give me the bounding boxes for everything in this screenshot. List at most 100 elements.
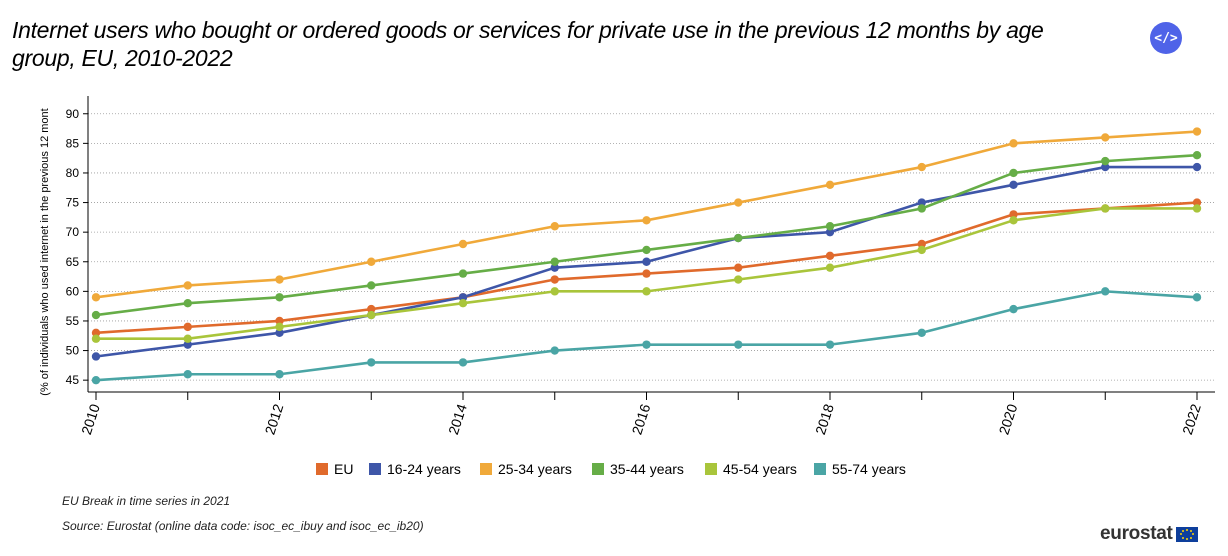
data-point[interactable] [917, 204, 926, 213]
data-point[interactable] [367, 358, 376, 367]
legend-swatch[interactable] [316, 463, 328, 475]
data-point[interactable] [1009, 168, 1018, 178]
legend-swatch[interactable] [814, 463, 826, 475]
data-point[interactable] [550, 257, 559, 266]
data-point[interactable] [642, 216, 651, 225]
data-point[interactable] [183, 334, 192, 343]
data-point[interactable] [550, 275, 559, 284]
data-point[interactable] [275, 328, 284, 337]
data-point[interactable] [825, 222, 835, 231]
chart-title: Internet users who bought or ordered goo… [12, 17, 1044, 71]
data-point[interactable] [91, 334, 101, 343]
data-point[interactable] [458, 269, 468, 278]
data-point[interactable] [367, 281, 376, 290]
x-tick-label: 2016 [629, 402, 654, 437]
x-tick-label: 2022 [1179, 402, 1204, 437]
data-point[interactable] [825, 340, 835, 349]
data-point[interactable] [917, 239, 926, 249]
data-point[interactable] [642, 287, 651, 296]
data-point[interactable] [367, 304, 376, 314]
eu-flag-icon [1175, 526, 1198, 542]
data-point[interactable] [825, 180, 835, 189]
data-point[interactable] [917, 198, 926, 207]
data-point[interactable] [1009, 304, 1018, 314]
legend-label[interactable]: 55-74 years [832, 461, 906, 477]
data-point[interactable] [275, 322, 284, 332]
data-point[interactable] [1192, 162, 1202, 172]
data-point[interactable] [550, 263, 559, 272]
data-point[interactable] [1009, 216, 1018, 225]
data-point[interactable] [734, 275, 743, 284]
data-point[interactable] [1192, 198, 1202, 207]
data-point[interactable] [1101, 133, 1110, 142]
data-point[interactable] [367, 257, 376, 266]
data-point[interactable] [275, 293, 284, 302]
embed-code-button[interactable]: </> [1150, 22, 1182, 54]
legend-swatch[interactable] [592, 463, 604, 475]
data-point[interactable] [1101, 204, 1110, 213]
data-point[interactable] [183, 299, 192, 308]
data-point[interactable] [91, 293, 101, 302]
data-point[interactable] [642, 245, 651, 255]
data-point[interactable] [734, 233, 743, 243]
data-point[interactable] [917, 328, 926, 337]
x-tick-label: 2014 [445, 402, 470, 437]
data-point[interactable] [825, 263, 835, 272]
y-tick-label: 60 [66, 284, 80, 298]
legend-swatch[interactable] [480, 463, 492, 475]
data-point[interactable] [91, 352, 101, 361]
data-point[interactable] [1009, 180, 1018, 189]
data-point[interactable] [275, 370, 284, 379]
data-point[interactable] [91, 375, 101, 385]
data-point[interactable] [183, 370, 192, 379]
data-point[interactable] [642, 269, 651, 278]
data-point[interactable] [550, 222, 559, 231]
data-point[interactable] [1009, 210, 1018, 219]
data-point[interactable] [734, 340, 743, 349]
data-point[interactable] [825, 227, 835, 237]
data-point[interactable] [91, 310, 101, 320]
data-point[interactable] [550, 346, 559, 355]
data-point[interactable] [458, 239, 468, 249]
data-point[interactable] [734, 198, 743, 207]
legend-swatch[interactable] [705, 463, 717, 475]
data-point[interactable] [275, 275, 284, 284]
data-point[interactable] [183, 281, 192, 290]
legend-label[interactable]: 16-24 years [387, 461, 461, 477]
data-point[interactable] [183, 340, 192, 349]
data-point[interactable] [642, 340, 651, 349]
data-point[interactable] [1192, 293, 1202, 302]
y-tick-label: 80 [66, 166, 80, 180]
data-point[interactable] [825, 251, 835, 261]
data-point[interactable] [1192, 127, 1202, 136]
code-icon: </> [1154, 30, 1178, 46]
data-point[interactable] [367, 310, 376, 320]
legend-label[interactable]: 35-44 years [610, 461, 684, 477]
data-point[interactable] [917, 245, 926, 255]
x-tick-label: 2012 [262, 402, 287, 437]
data-point[interactable] [642, 257, 651, 266]
data-point[interactable] [1192, 151, 1202, 160]
legend-swatch[interactable] [369, 463, 381, 475]
data-point[interactable] [550, 287, 559, 296]
data-point[interactable] [1009, 139, 1018, 148]
data-point[interactable] [1101, 156, 1110, 166]
data-point[interactable] [275, 316, 284, 326]
data-point[interactable] [917, 162, 926, 172]
y-tick-label: 55 [66, 314, 80, 328]
data-point[interactable] [1101, 287, 1110, 296]
eurostat-logo[interactable]: eurostat [1100, 523, 1198, 545]
data-point[interactable] [458, 293, 468, 302]
x-tick-label: 2018 [812, 402, 837, 437]
legend-label[interactable]: EU [334, 461, 353, 477]
legend-label[interactable]: 25-34 years [498, 461, 572, 477]
data-point[interactable] [1101, 162, 1110, 172]
data-point[interactable] [1192, 204, 1202, 213]
data-point[interactable] [458, 299, 468, 308]
data-point[interactable] [458, 358, 468, 367]
data-point[interactable] [183, 322, 192, 332]
y-tick-label: 85 [66, 136, 80, 150]
data-point[interactable] [91, 328, 101, 337]
legend-label[interactable]: 45-54 years [723, 461, 797, 477]
data-point[interactable] [734, 263, 743, 272]
